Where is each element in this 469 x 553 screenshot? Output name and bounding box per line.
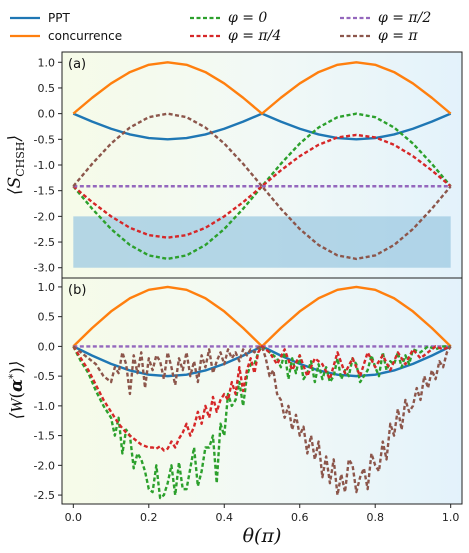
y-tick-label: -2.0 bbox=[34, 459, 55, 472]
y-tick-label: -3.0 bbox=[34, 262, 55, 275]
legend-label-phipi4: φ = π/4 bbox=[228, 28, 281, 44]
legend-label-phipi: φ = π bbox=[378, 28, 418, 44]
panel-a-ylabel: ⟨SCHSH⟩ bbox=[5, 135, 27, 195]
y-tick-label: -1.0 bbox=[34, 400, 55, 413]
y-tick-label: -2.0 bbox=[34, 210, 55, 223]
y-tick-label: 0.0 bbox=[38, 108, 56, 121]
y-tick-label: -2.5 bbox=[34, 489, 55, 502]
series-line-phipi bbox=[72, 345, 452, 497]
y-tick-label: 1.0 bbox=[38, 281, 56, 294]
panel-b-label: (b) bbox=[68, 283, 86, 298]
y-tick-label: 0.5 bbox=[38, 82, 56, 95]
y-tick-label: -0.5 bbox=[34, 133, 55, 146]
series-line-concurrence bbox=[72, 61, 452, 115]
y-tick-label: 0.0 bbox=[38, 340, 56, 353]
x-tick-label: 0.8 bbox=[366, 511, 384, 524]
shaded-region bbox=[73, 216, 451, 268]
y-tick-label: 1.0 bbox=[38, 56, 56, 69]
legend-label-PPT: PPT bbox=[48, 11, 70, 25]
y-tick-label: -0.5 bbox=[34, 370, 55, 383]
legend-label-phi0: φ = 0 bbox=[228, 10, 267, 26]
legend-label-concurrence: concurrence bbox=[48, 29, 122, 43]
y-tick-label: -1.5 bbox=[34, 185, 55, 198]
series-line-phi0 bbox=[72, 345, 451, 500]
panel-b-ylabel: ⟨W(α*)⟩ bbox=[7, 361, 27, 420]
x-axis-label: θ(π) bbox=[243, 525, 282, 547]
x-tick-label: 0.2 bbox=[140, 511, 158, 524]
x-tick-label: 1.0 bbox=[442, 511, 460, 524]
panel-a: -3.0 -2.5 -2.0 -1.5 -1.0 -0.5 0.0 0.5 1.0 (a) ⟨S… bbox=[5, 51, 463, 279]
y-tick-label: 0.5 bbox=[38, 311, 56, 324]
legend-label-phipi2: φ = π/2 bbox=[378, 10, 431, 26]
x-tick-label: 0.6 bbox=[291, 511, 309, 524]
legend: PPT concurrence φ = 0 φ = π/4 φ = π/2 φ … bbox=[10, 10, 431, 44]
series-line-phipi4 bbox=[72, 133, 452, 239]
y-tick-label: -1.5 bbox=[34, 430, 55, 443]
y-tick-label: -2.5 bbox=[34, 236, 55, 249]
panel-b: -2.5 -2.0 -1.5 -1.0 -0.5 0.0 0.5 1.0 0.0 0.2 0.4 0… bbox=[7, 277, 463, 547]
panel-a-label: (a) bbox=[68, 57, 86, 72]
y-tick-label: -1.0 bbox=[34, 159, 55, 172]
x-tick-label: 0.0 bbox=[65, 511, 83, 524]
panel-b-background bbox=[62, 278, 462, 504]
series-line-phipi4 bbox=[72, 345, 452, 452]
panel-b-frame bbox=[61, 277, 463, 505]
x-tick-label: 0.4 bbox=[216, 511, 234, 524]
